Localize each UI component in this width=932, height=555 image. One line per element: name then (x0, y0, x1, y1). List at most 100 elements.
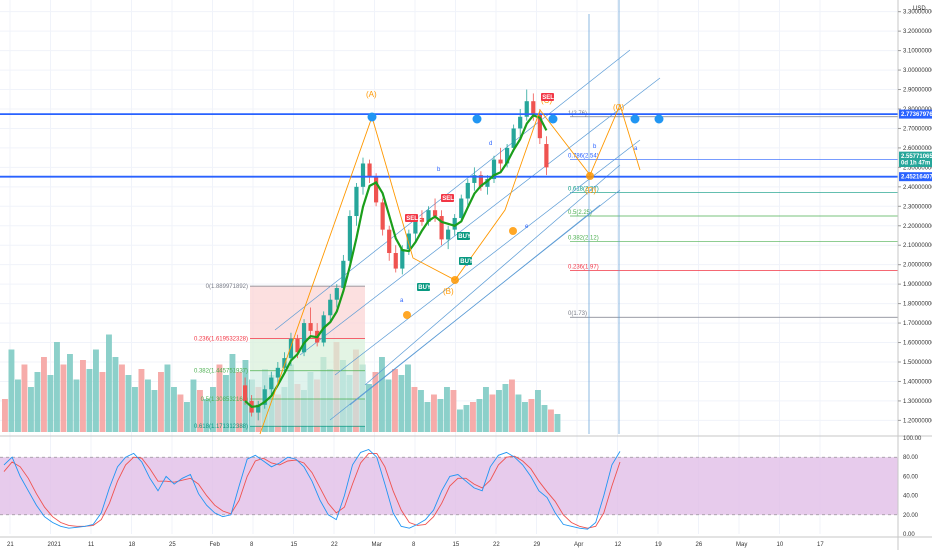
volume-bar (229, 354, 236, 432)
volume-bar (54, 342, 60, 432)
volume-bar (73, 379, 80, 432)
candle-body (360, 163, 366, 187)
candle-body (537, 114, 542, 139)
signal-tag-box (405, 214, 418, 222)
candle-body (354, 186, 359, 217)
signal-tag-label: BUY (460, 259, 473, 265)
time-tick-label: 11 (88, 542, 95, 548)
volume-bar (171, 387, 177, 432)
osc-tick-label: 80.00 (903, 455, 919, 461)
volume-bar (470, 402, 476, 432)
volume-bar (379, 357, 385, 432)
volume-bar (177, 394, 184, 432)
volume-bar (535, 390, 541, 432)
time-tick-label: 17 (817, 542, 824, 548)
time-tick-label: 22 (493, 542, 500, 548)
candle-body (334, 288, 339, 300)
candle-body (256, 404, 261, 413)
volume-bar (424, 402, 431, 432)
price-tag-label: 2.452164078 (901, 175, 932, 181)
fib-left-label: 0.618(1.171312388) (194, 424, 248, 430)
signal-tag-label: SELL (542, 95, 558, 101)
fib-right-label: 0.786(2.54) (568, 154, 599, 160)
volume-bar (236, 372, 242, 432)
volume-bar (60, 364, 67, 432)
volume-bar (119, 364, 125, 432)
osc-tick-label: 0.00 (903, 532, 915, 538)
fib-left-label: 0.5(1.308532163) (201, 397, 248, 403)
wave-label: (A) (366, 90, 377, 99)
candle-body (387, 229, 392, 254)
volume-bar (28, 387, 34, 432)
candle-body (498, 159, 503, 164)
time-tick-label: 15 (453, 542, 460, 548)
candle-body (347, 216, 352, 261)
level-anchor-dot (472, 114, 482, 124)
channel-line (274, 49, 631, 331)
volume-bar (2, 399, 8, 432)
wave-point (586, 172, 594, 180)
price-tick-label: 2.900000000 (903, 88, 932, 94)
candle-body (478, 175, 483, 187)
fib-left-label: 0.382(1.445751937) (194, 369, 248, 375)
volume-bar (106, 334, 112, 432)
price-tick-label: 2.600000000 (903, 146, 932, 152)
candle-body (308, 323, 313, 331)
time-tick-label: 25 (169, 542, 176, 548)
time-tick-label: Apr (574, 542, 583, 548)
minor-wave-label: a (634, 146, 638, 152)
time-tick-label: May (736, 542, 747, 548)
signal-tag-box (541, 93, 554, 101)
fib-right-label: 0(1.73) (568, 311, 587, 317)
price-tick-label: 1.700000000 (903, 321, 932, 327)
signal-tag-box (457, 232, 470, 240)
time-tick-label: 10 (777, 542, 784, 548)
fib-right-label: 0.5(2.25) (568, 210, 592, 216)
osc-tick-label: 100.00 (903, 436, 922, 442)
price-tick-label: 1.900000000 (903, 282, 932, 288)
price-tick-label: 3.200000000 (903, 29, 932, 35)
volume-bar (41, 357, 47, 432)
osc-tick-label: 20.00 (903, 513, 919, 519)
overlay-layer: (A)(B)(C)(C)(D)abcdebaSELLSELLSELLBUYBUY… (0, 90, 898, 435)
candle-body (243, 385, 248, 401)
time-tick-label: Feb (210, 542, 221, 548)
level-anchor-dot (630, 114, 640, 124)
time-tick-label: 2021 (48, 542, 62, 548)
volume-bar (366, 384, 372, 432)
price-tag-label: 0d 1h 47m (901, 161, 930, 167)
candle-body (491, 159, 497, 180)
volume-bar (411, 387, 418, 432)
stochastic-band (0, 457, 898, 515)
volume-bar (34, 372, 41, 432)
candle-body (485, 179, 490, 187)
time-tick-label: 19 (655, 542, 662, 548)
candle-body (472, 175, 477, 183)
price-tick-label: 1.800000000 (903, 302, 932, 308)
osc-tick-label: 40.00 (903, 494, 919, 500)
volume-bar (476, 399, 483, 432)
fib-retracement-layer: 0(1.889971892) 0.236(1.619532328) 0.382(1.… (194, 111, 898, 430)
minor-wave-label: b (437, 167, 441, 173)
candle-body (518, 116, 523, 129)
volume-bar (502, 384, 509, 432)
volume-bar (496, 390, 502, 432)
volume-bar (145, 379, 151, 432)
time-tick-label: Mar (372, 542, 382, 548)
price-tick-label: 2.100000000 (903, 243, 932, 249)
channel-line (349, 204, 601, 406)
volume-bar (190, 379, 197, 432)
minor-wave-label: b (593, 144, 597, 150)
time-tick-label: 15 (291, 542, 298, 548)
currency-label: USD (913, 6, 926, 12)
price-tick-label: 3.300000000 (903, 10, 932, 16)
candle-body (282, 358, 287, 368)
volume-bar (392, 369, 398, 432)
volume-bar (418, 390, 424, 432)
candle-body (544, 144, 549, 168)
volume-bar (405, 364, 411, 432)
price-tick-label: 1.500000000 (903, 360, 932, 366)
candle-body (288, 338, 294, 359)
